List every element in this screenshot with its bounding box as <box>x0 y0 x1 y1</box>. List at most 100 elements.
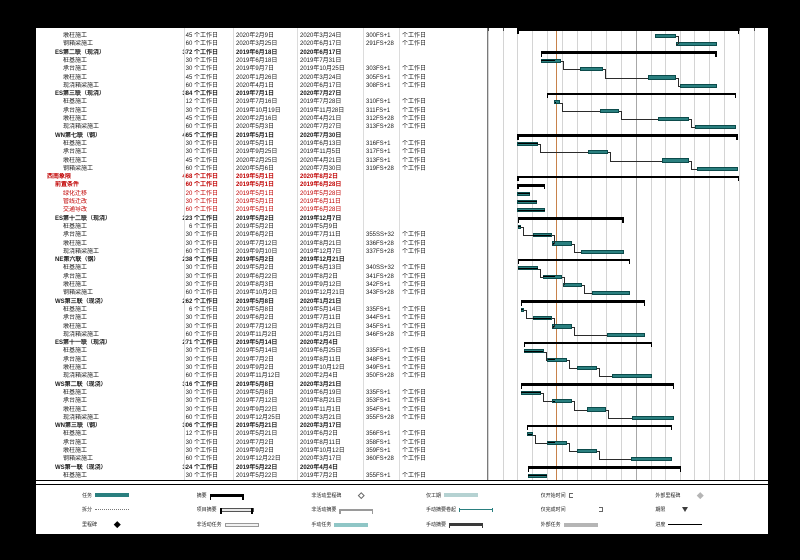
table-row[interactable]: 墩柱施工 45 个工作日 2020年2月25日 2020年4月21日 313FS+1 个工… <box>36 157 488 165</box>
table-row[interactable]: 前置条件 60 个工作日 2019年5月1日 2019年6月28日 <box>36 181 488 189</box>
gantt-summary-bar[interactable] <box>546 92 737 98</box>
table-row[interactable]: 承台施工 30 个工作日 2019年9月25日 2019年11月5日 317FS+1 个工… <box>36 148 488 156</box>
gantt-summary-bar[interactable] <box>527 424 673 430</box>
table-row[interactable]: 墩柱施工 30 个工作日 2019年9月2日 2019年10月12日 359FS+1 个工… <box>36 447 488 455</box>
link-line-h <box>523 235 533 237</box>
gantt-task-bar[interactable] <box>588 150 609 155</box>
gantt-task-bar[interactable] <box>647 75 676 80</box>
table-row[interactable]: 承台施工 30 个工作日 2019年7月2日 2019年8月11日 358FS+1 个工作… <box>36 439 488 447</box>
table-row[interactable]: 桩基施工 12 个工作日 2019年5月21日 2019年6月2日 356FS+1 个工作… <box>36 430 488 438</box>
table-row[interactable]: NE第六联（钢） 238 个工作日 2019年5月2日 2019年12月21日 <box>36 256 488 264</box>
table-row[interactable]: 桩基施工 30 个工作日 2019年5月1日 2019年6月13日 316FS+1 个工作… <box>36 140 488 148</box>
table-row[interactable]: 承台施工 30 个工作日 2019年6月22日 2019年8月2日 341FS+28 个工… <box>36 273 488 281</box>
table-row[interactable]: WN第七联（钢） 465 个工作日 2019年5月1日 2020年7月30日 <box>36 132 488 140</box>
gantt-task-bar[interactable] <box>679 83 717 88</box>
table-row[interactable]: 现浇箱梁施工 60 个工作日 2020年5月3日 2020年7月27日 313FS+28… <box>36 123 488 131</box>
table-row[interactable]: ES第十二联（现浇） 223 个工作日 2019年5月2日 2019年12月7日 <box>36 215 488 223</box>
table-row[interactable]: 墩柱施工 30 个工作日 2019年7月12日 2019年8月21日 336FS+28 个… <box>36 240 488 248</box>
gantt-task-bar[interactable] <box>662 158 690 163</box>
table-row[interactable]: 桩基施工 6 个工作日 2019年5月8日 2019年5月14日 335FS+1 个工作日 <box>36 306 488 314</box>
gantt-task-bar[interactable] <box>591 291 631 296</box>
table-row[interactable]: 承台施工 30 个工作日 2019年9月7日 2019年10月25日 303FS+1 个工… <box>36 65 488 73</box>
table-row[interactable]: WS第一联（现浇） 324 个工作日 2019年5月22日 2020年4月4日 <box>36 464 488 472</box>
table-row[interactable]: 承台施工 30 个工作日 2019年6月2日 2019年7月11日 355SS+32 个工… <box>36 231 488 239</box>
link-line-h <box>582 285 585 286</box>
table-row[interactable]: 墩柱施工 45 个工作日 2020年2月16日 2020年4月21日 312FS+28 个… <box>36 115 488 123</box>
gantt-task-bar[interactable] <box>579 67 603 72</box>
gantt-task-bar[interactable] <box>632 415 675 420</box>
table-row[interactable]: WN第三联（钢） 306 个工作日 2019年5月21日 2020年3月17日 <box>36 422 488 430</box>
gantt-task-bar[interactable] <box>552 399 572 404</box>
table-row[interactable]: 现浇箱梁施工 60 个工作日 2019年11月12日 2020年2月4日 350FS+2… <box>36 372 488 380</box>
table-row[interactable]: 墩柱施工 30 个工作日 2019年8月3日 2019年9月12日 342FS+1 个工作… <box>36 281 488 289</box>
table-row[interactable]: 墩柱施工 45 个工作日 2020年2月9日 2020年3月24日 300FS+1 个工作… <box>36 32 488 40</box>
gantt-task-bar[interactable] <box>657 116 690 122</box>
gantt-task-bar[interactable] <box>554 100 560 105</box>
gantt-summary-bar[interactable] <box>523 341 653 347</box>
table-row[interactable]: 钢箱梁施工 60 个工作日 2020年5月6日 2020年7月30日 319FS+28 个… <box>36 165 488 173</box>
table-row[interactable]: 钢箱梁施工 60 个工作日 2020年3月25日 2020年6月17日 291FS+28… <box>36 40 488 48</box>
gantt-summary-bar[interactable] <box>517 258 631 264</box>
gantt-task-bar[interactable] <box>611 374 653 379</box>
table-row[interactable]: 钢箱梁施工 60 个工作日 2019年12月22日 2020年3月17日 360FS+2… <box>36 455 488 463</box>
table-row[interactable]: 桩基施工 12 个工作日 2019年7月16日 2019年7月28日 310FS+1 个工… <box>36 98 488 106</box>
table-row[interactable]: 现浇箱梁施工 60 个工作日 2020年4月1日 2020年6月17日 308FS+1 个… <box>36 82 488 90</box>
table-row[interactable]: 桩基施工 30 个工作日 2019年6月18日 2019年7月31日 <box>36 57 488 65</box>
gantt-summary-bar[interactable] <box>517 184 546 189</box>
table-row[interactable]: 桩基施工 30 个工作日 2019年5月2日 2019年6月13日 340SS+32 个工… <box>36 264 488 272</box>
table-row[interactable]: 墩柱施工 30 个工作日 2019年9月22日 2019年11月1日 354FS+1 个工… <box>36 406 488 414</box>
gantt-task-bar[interactable] <box>676 42 717 47</box>
table-row[interactable]: 交通导改 60 个工作日 2019年5月1日 2019年6月28日 <box>36 206 488 214</box>
table-row[interactable]: 承台施工 30 个工作日 2019年7月2日 2019年8月11日 348FS+1 个工作… <box>36 356 488 364</box>
predecessor-cell: 345FS+1 <box>366 323 391 330</box>
gantt-summary-bar[interactable] <box>517 175 740 181</box>
table-row[interactable]: WS第二联（现浇） 316 个工作日 2019年5月8日 2020年3月21日 <box>36 381 488 389</box>
table-row[interactable]: 桩基施工 30 个工作日 2019年5月14日 2019年6月25日 335FS+1 个工… <box>36 347 488 355</box>
gantt-task-bar[interactable] <box>696 166 738 171</box>
gantt-summary-bar[interactable] <box>540 51 718 56</box>
table-row[interactable]: 现浇箱梁施工 60 个工作日 2019年12月25日 2020年3月21日 355FS+… <box>36 414 488 422</box>
gantt-summary-bar[interactable] <box>517 134 738 139</box>
table-row[interactable]: 绿化迁移 20 个工作日 2019年5月1日 2019年5月28日 <box>36 190 488 198</box>
gantt-task-bar[interactable] <box>562 282 583 288</box>
table-row[interactable]: 墩柱施工 30 个工作日 2019年9月2日 2019年10月12日 349FS+1 个工… <box>36 364 488 372</box>
gantt-summary-bar[interactable] <box>527 466 682 471</box>
gantt-summary-bar[interactable] <box>517 217 624 222</box>
gantt-task-bar[interactable] <box>552 241 572 246</box>
start-date-cell: 2019年5月2日 <box>236 223 275 230</box>
table-row[interactable]: 现浇箱梁施工 60 个工作日 2019年11月2日 2020年1月21日 346FS+2… <box>36 331 488 339</box>
duration-cell: 468 个工作日 <box>182 174 218 181</box>
table-row[interactable]: 承台施工 30 个工作日 2019年10月19日 2019年11月28日 311FS+1… <box>36 107 488 115</box>
table-row[interactable]: 桩基施工 30 个工作日 2019年5月22日 2019年7月2日 355FS+1 个工作… <box>36 472 488 480</box>
gantt-task-bar[interactable] <box>600 108 620 113</box>
gantt-summary-bar[interactable] <box>520 383 675 388</box>
table-row[interactable]: ES第十一联（现浇） 271 个工作日 2019年5月14日 2020年2月4日 <box>36 339 488 347</box>
table-row[interactable]: 承台施工 30 个工作日 2019年6月2日 2019年7月11日 344FS+1 个工作… <box>36 314 488 322</box>
gantt-task-bar[interactable] <box>586 407 607 412</box>
slack-cell: 个工作日 <box>402 472 427 479</box>
start-date-cell: 2019年7月12日 <box>236 323 278 330</box>
finish-date-cell: 2020年6月17日 <box>300 82 342 89</box>
gantt-task-bar[interactable] <box>606 332 646 337</box>
gantt-task-bar[interactable] <box>654 33 676 39</box>
table-row[interactable]: 承台施工 30 个工作日 2019年7月12日 2019年8月21日 353FS+1 个工… <box>36 397 488 405</box>
table-row[interactable]: 管线迁改 30 个工作日 2019年5月1日 2019年6月11日 <box>36 198 488 206</box>
table-row[interactable]: 墩柱施工 45 个工作日 2020年1月26日 2020年3月24日 305FS+1 个工… <box>36 74 488 82</box>
table-row[interactable]: 钢箱梁施工 60 个工作日 2019年10月2日 2019年12月21日 343FS+2… <box>36 289 488 297</box>
table-row[interactable]: WS第三联（现浇） 262 个工作日 2019年5月8日 2020年1月21日 <box>36 298 488 306</box>
gantt-task-bar[interactable] <box>552 324 572 329</box>
start-date-cell: 2019年5月21日 <box>236 431 278 438</box>
table-row[interactable]: 桩基施工 6 个工作日 2019年5月2日 2019年5月9日 <box>36 223 488 231</box>
table-row[interactable]: 西南象限 468 个工作日 2019年5月1日 2020年8月2日 <box>36 173 488 181</box>
gantt-task-bar[interactable] <box>695 125 737 130</box>
table-row[interactable]: ES第二联（现浇） 372 个工作日 2019年6月18日 2020年6月17日 <box>36 49 488 57</box>
table-row[interactable]: 桩基施工 30 个工作日 2019年5月8日 2019年6月19日 335FS+1 个工作… <box>36 389 488 397</box>
gantt-summary-bar[interactable] <box>520 300 646 305</box>
gantt-task-bar[interactable] <box>630 457 673 462</box>
table-row[interactable]: 现浇箱梁施工 60 个工作日 2019年9月10日 2019年12月7日 337FS+2… <box>36 248 488 256</box>
table-row[interactable]: ES第三联（现浇） 384 个工作日 2019年7月1日 2020年7月27日 <box>36 90 488 98</box>
table-row[interactable]: 墩柱施工 30 个工作日 2019年7月12日 2019年8月21日 345FS+1 个工… <box>36 323 488 331</box>
gantt-task-bar[interactable] <box>577 448 597 454</box>
gantt-task-bar[interactable] <box>581 249 624 254</box>
gantt-task-bar[interactable] <box>577 365 597 371</box>
